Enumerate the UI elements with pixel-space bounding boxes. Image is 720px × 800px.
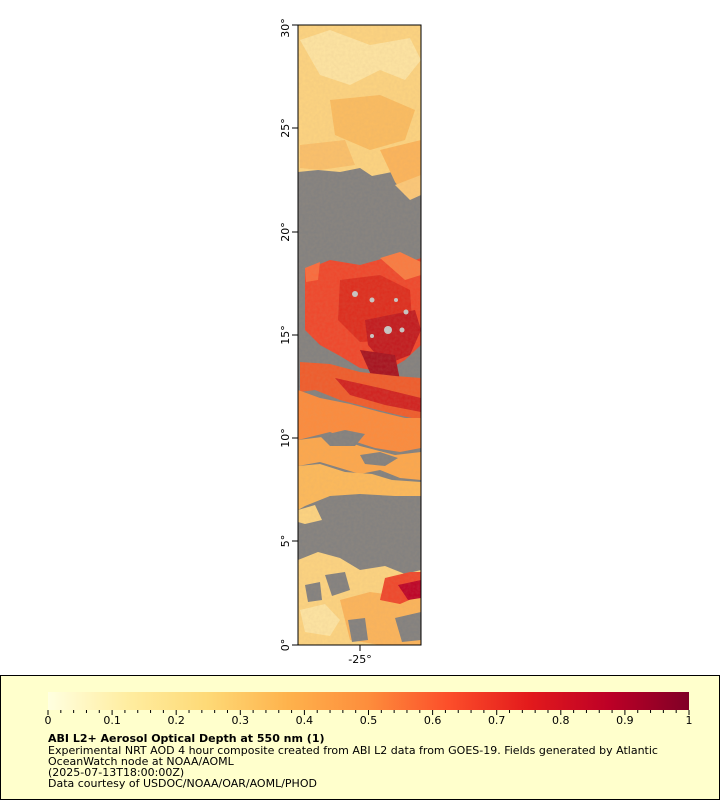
legend-description-line1: Experimental NRT AOD 4 hour composite cr… (48, 744, 658, 757)
map-field (298, 25, 421, 645)
lon-tick-label: -25° (348, 653, 371, 666)
colorbar-tick-label: 0.2 (167, 714, 185, 727)
lat-tick-label: 10° (279, 428, 292, 448)
lat-tick-label: 30° (279, 18, 292, 38)
legend-timestamp: (2025-07-13T18:00:00Z) (48, 766, 185, 779)
lat-tick-label: 15° (279, 325, 292, 345)
lat-tick-label: 20° (279, 222, 292, 242)
colorbar-ticks: 0 0.1 0.2 0.3 0.4 0.5 0.6 0.7 0.8 0.9 1 (45, 710, 693, 727)
colorbar-tick-label: 1 (686, 714, 693, 727)
legend-credit: Data courtesy of USDOC/NOAA/OAR/AOML/PHO… (48, 777, 317, 790)
colorbar-tick-label: 0.4 (296, 714, 314, 727)
lat-tick-label: 25° (279, 118, 292, 138)
colorbar-tick-label: 0.5 (360, 714, 378, 727)
colorbar-tick-label: 0.7 (488, 714, 506, 727)
colorbar-tick-label: 0 (45, 714, 52, 727)
lat-axis: 0° 5° 10° 15° 20° 25° 30° (279, 18, 298, 651)
lon-axis: -25° (348, 645, 372, 666)
legend-panel: 0 0.1 0.2 0.3 0.4 0.5 0.6 0.7 0.8 0.9 1 ABI L2+ Ae… (0, 675, 720, 800)
colorbar-tick-label: 0.1 (103, 714, 121, 727)
colorbar-gradient (48, 692, 689, 710)
colorbar-tick-label: 0.3 (232, 714, 250, 727)
colorbar: 0 0.1 0.2 0.3 0.4 0.5 0.6 0.7 0.8 0.9 1 (45, 692, 693, 727)
lat-tick-label: 0° (279, 639, 292, 652)
lat-tick-label: 5° (279, 535, 292, 548)
colorbar-tick-label: 0.6 (424, 714, 442, 727)
colorbar-tick-label: 0.8 (552, 714, 570, 727)
legend-description-line2: OceanWatch node at NOAA/AOML (48, 755, 234, 768)
legend-title: ABI L2+ Aerosol Optical Depth at 550 nm … (48, 732, 325, 745)
aod-map: 0° 5° 10° 15° 20° 25° 30° -25° (279, 18, 422, 666)
colorbar-tick-label: 0.9 (616, 714, 634, 727)
